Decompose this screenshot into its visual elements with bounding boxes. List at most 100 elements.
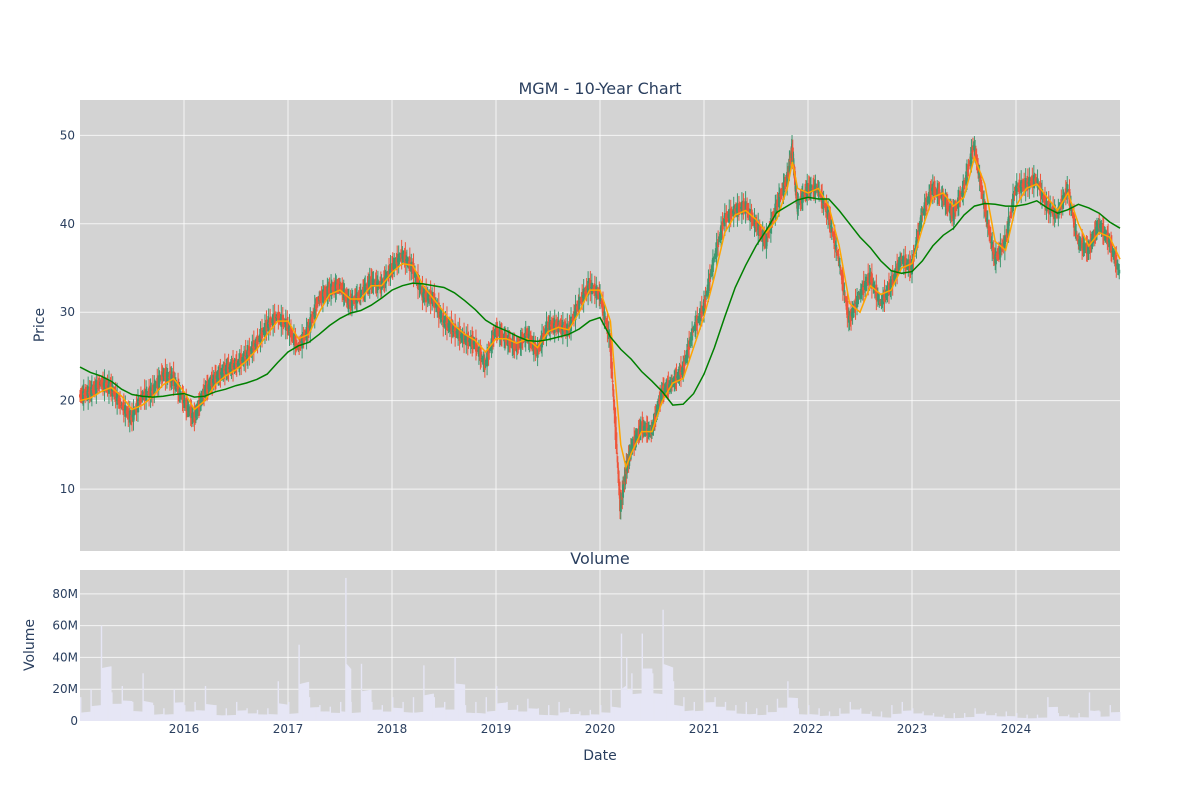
candle-body — [259, 330, 262, 344]
volume-bar — [784, 707, 786, 721]
volume-bar — [345, 577, 347, 721]
volume-bar — [515, 709, 518, 721]
candle-body — [488, 348, 491, 354]
volume-bar — [135, 711, 137, 721]
volume-bar — [692, 710, 694, 721]
volume-bar — [473, 713, 475, 721]
volume-bar — [486, 711, 489, 721]
volume-bar — [263, 714, 265, 721]
volume-bar — [557, 715, 559, 721]
volume-bar — [916, 713, 918, 721]
volume-bar — [997, 716, 999, 721]
candle-body — [584, 291, 587, 294]
volume-bar — [247, 713, 249, 721]
volume-bar — [472, 712, 474, 721]
volume-bar — [910, 710, 913, 721]
candle-body — [981, 190, 984, 200]
volume-bar — [307, 681, 310, 721]
candle-body — [579, 300, 582, 302]
volume-bar — [356, 712, 359, 721]
candle-body — [947, 205, 950, 209]
volume-bar — [535, 708, 537, 721]
candle-body — [829, 215, 832, 230]
candle-body — [980, 179, 983, 192]
volume-bar — [647, 668, 650, 721]
volume-bar — [851, 709, 854, 721]
volume-bar — [641, 633, 643, 721]
volume-bar — [192, 711, 194, 721]
volume-bar — [378, 709, 380, 721]
volume-bar — [517, 711, 520, 721]
volume-bar — [1002, 716, 1004, 721]
volume-bar — [389, 711, 392, 721]
volume-bar — [939, 716, 941, 721]
candle-body — [755, 221, 758, 230]
volume-bar — [522, 711, 524, 721]
volume-bar — [308, 697, 311, 721]
volume-bar — [726, 710, 729, 721]
volume-bar — [1004, 716, 1006, 721]
volume-bar — [435, 707, 438, 721]
volume-bar — [354, 712, 356, 721]
volume-bar — [386, 711, 389, 721]
volume-bar — [499, 703, 501, 721]
volume-bar — [1100, 716, 1102, 721]
volume-bar — [532, 708, 534, 721]
candle-body — [616, 462, 619, 468]
candle-body — [417, 274, 419, 290]
volume-bar — [403, 712, 405, 721]
volume-bar — [569, 714, 572, 721]
candle-body — [404, 251, 407, 266]
volume-bar — [1027, 718, 1029, 721]
volume-bar — [111, 692, 113, 721]
volume-bar — [768, 712, 770, 721]
volume-bar — [960, 717, 963, 721]
candle-body — [311, 316, 314, 319]
volume-bar — [1077, 717, 1079, 721]
volume-bar — [580, 715, 582, 721]
volume-bar — [559, 712, 561, 721]
candle-body — [934, 186, 937, 194]
candle-body — [480, 351, 483, 361]
volume-bar — [116, 703, 118, 721]
volume-bar — [309, 707, 312, 721]
volume-bar — [694, 711, 697, 721]
volume-bar — [660, 693, 662, 721]
volume-bar — [1032, 718, 1035, 721]
volume-bar — [855, 709, 858, 721]
volume-bar — [799, 714, 802, 721]
volume-bar — [137, 711, 139, 721]
volume-bar — [239, 710, 241, 721]
volume-bar — [366, 690, 368, 721]
volume-bar — [638, 693, 640, 721]
volume-bar — [202, 710, 205, 721]
volume-bar — [520, 711, 523, 721]
candle-body — [843, 290, 846, 296]
volume-bar — [394, 707, 396, 721]
volume-bar — [124, 700, 127, 721]
candle-body — [257, 339, 260, 341]
volume-bar — [661, 694, 663, 721]
candle-body — [797, 200, 800, 210]
volume-bar — [158, 714, 160, 721]
candle-body — [154, 384, 157, 388]
x-tick-label: 2022 — [793, 722, 824, 736]
candle-body — [475, 343, 478, 351]
volume-bar — [753, 713, 756, 721]
volume-bar — [220, 715, 222, 721]
volume-bar — [1069, 717, 1071, 721]
volume-bar — [744, 713, 746, 721]
volume-bar — [251, 713, 253, 721]
volume-bar — [976, 713, 978, 721]
volume-bar — [1094, 710, 1096, 721]
candle-body — [537, 348, 540, 350]
volume-bar — [832, 716, 835, 721]
volume-bar — [857, 709, 860, 721]
volume-bar — [390, 711, 393, 721]
volume-bar — [655, 693, 657, 721]
candle-body — [900, 257, 903, 262]
volume-bar — [471, 712, 473, 721]
volume-bar — [831, 716, 834, 721]
volume-bar — [320, 711, 322, 721]
volume-bar — [975, 713, 977, 721]
